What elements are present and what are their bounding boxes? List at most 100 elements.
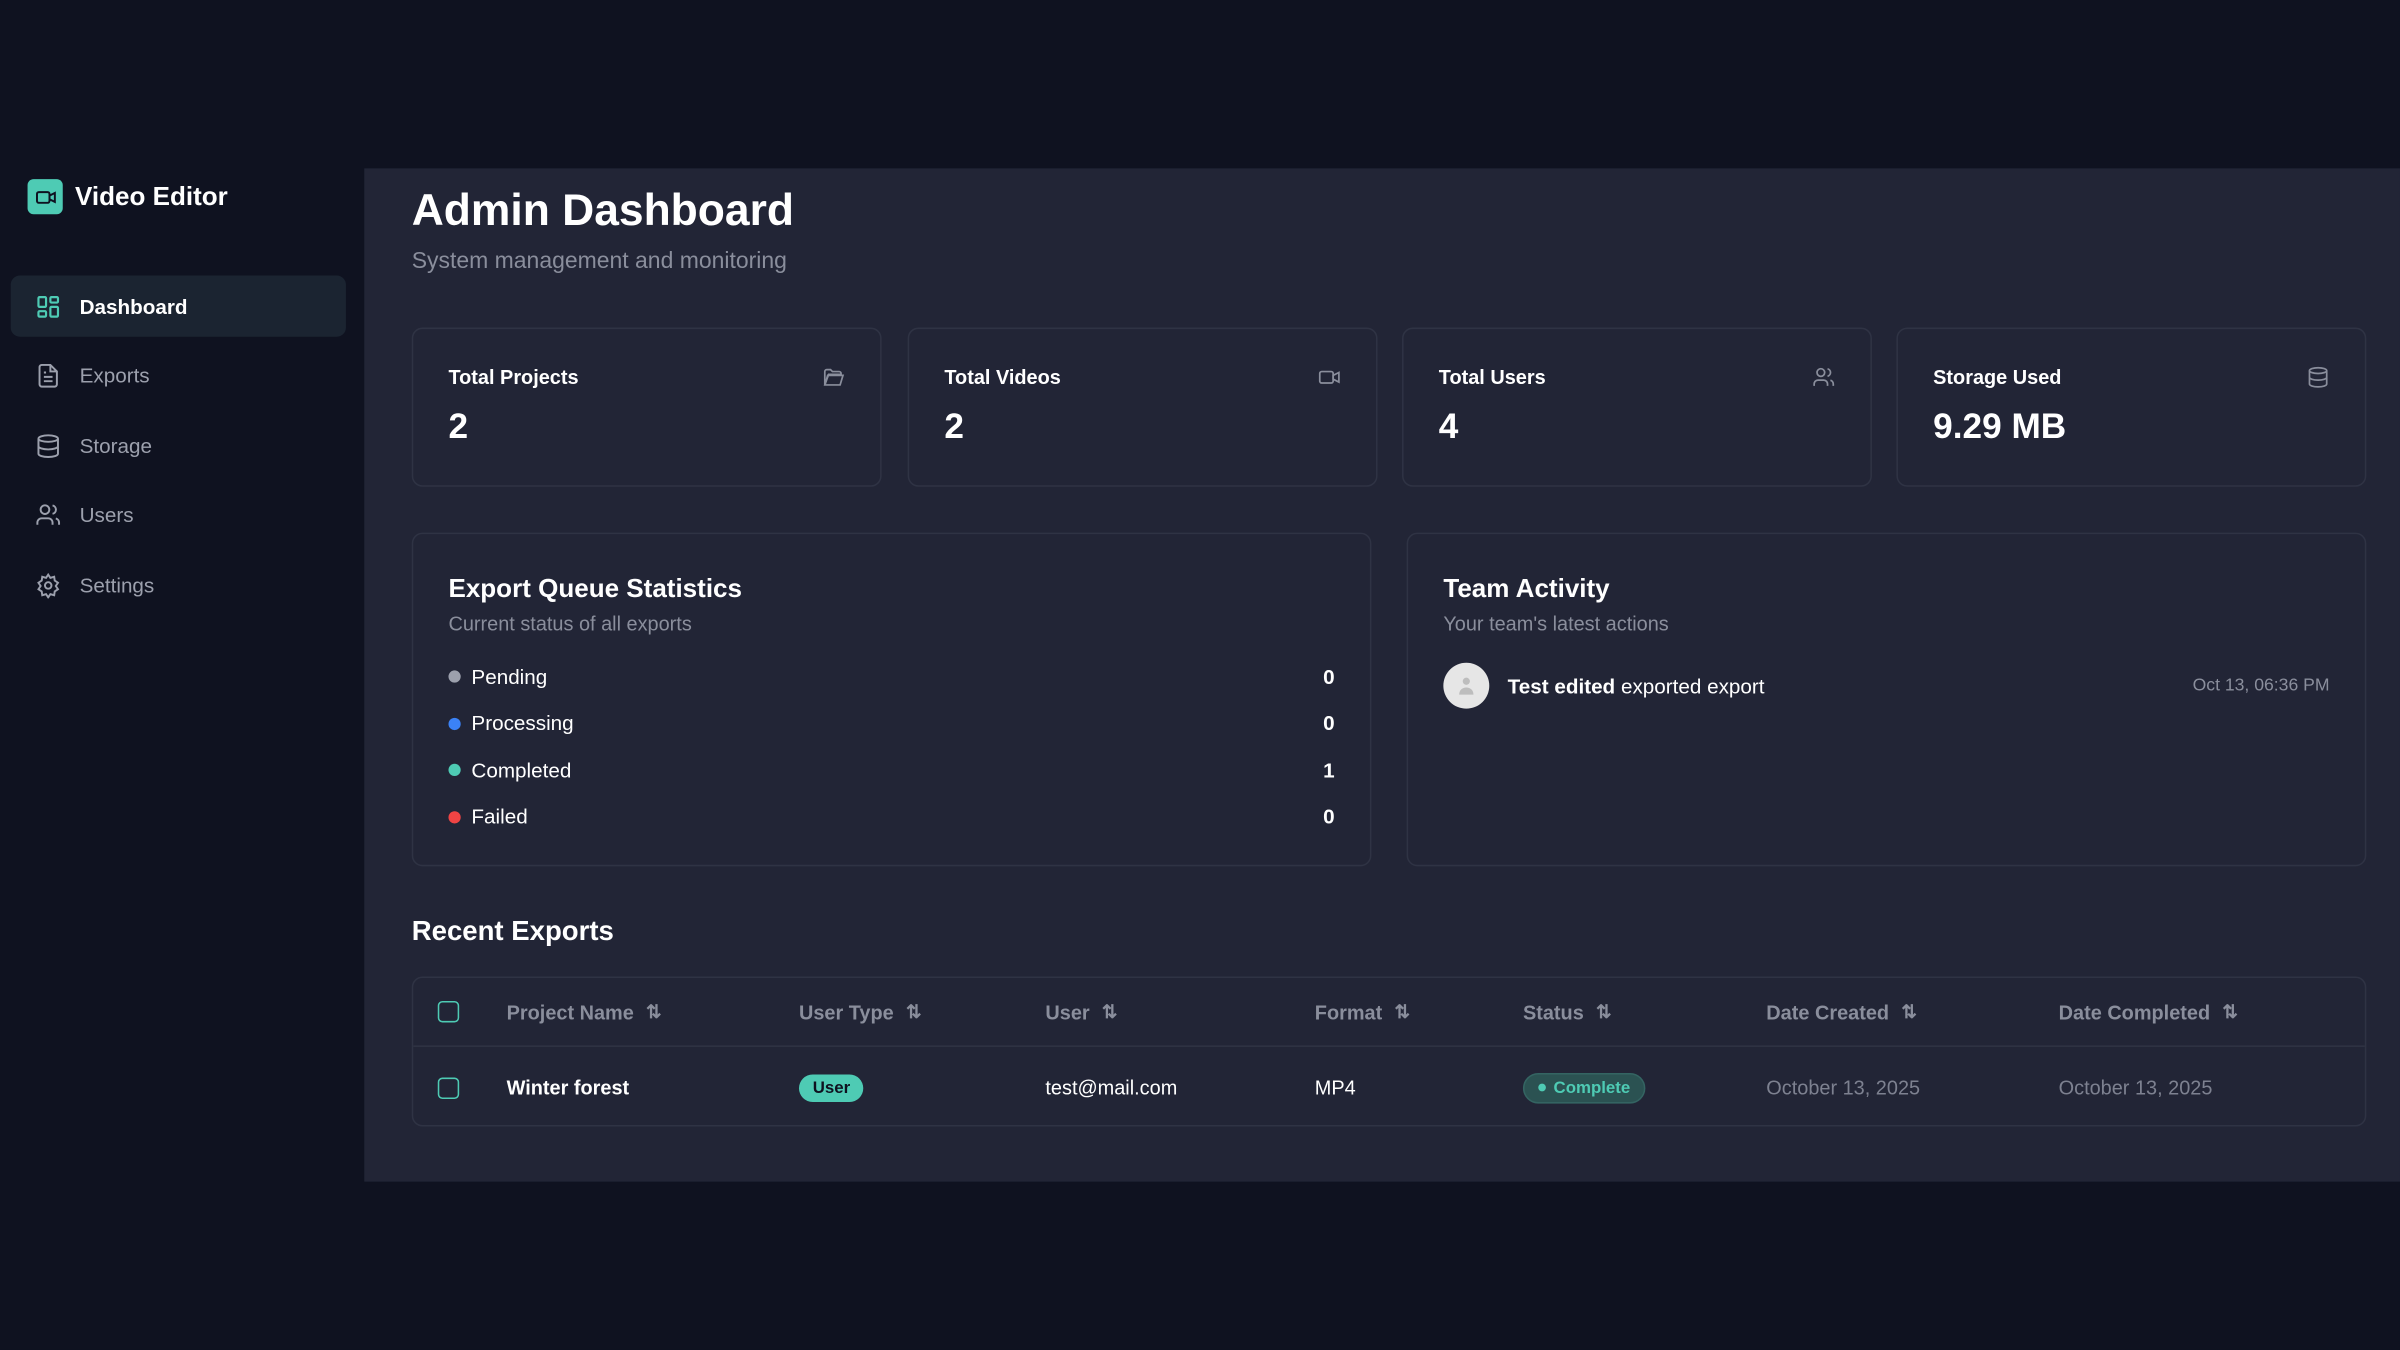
cell-format: MP4	[1314, 1076, 1356, 1099]
team-activity-panel: Team Activity Your team's latest actions…	[1406, 532, 2367, 867]
column-label: User Type	[798, 1000, 894, 1024]
sidebar: Video Editor Dashboard Exports Storage U…	[0, 168, 364, 1181]
activity-time: Oct 13, 06:36 PM	[2192, 676, 2330, 695]
column-label: Date Created	[1766, 1000, 1890, 1024]
queue-count: 0	[1323, 711, 1335, 735]
sort-icon[interactable]: ⇅	[905, 1001, 922, 1023]
sort-icon[interactable]: ⇅	[1596, 1001, 1612, 1023]
column-label: Date Completed	[2058, 1000, 2211, 1024]
sidebar-item-label: Users	[79, 503, 134, 527]
sidebar-item-dashboard[interactable]: Dashboard	[10, 275, 346, 337]
sort-icon[interactable]: ⇅	[1394, 1001, 1410, 1023]
column-header-date-created[interactable]: Date Created ⇅	[1766, 978, 1916, 1045]
file-icon	[35, 363, 61, 389]
database-icon	[35, 432, 61, 458]
activity-actor: Test edited	[1507, 674, 1616, 698]
panel-subtitle: Current status of all exports	[448, 612, 692, 636]
recent-exports-table: Project Name ⇅ User Type ⇅ User ⇅ Format ⇅ Statu…	[411, 976, 2367, 1127]
stat-card-total-videos: Total Videos 2	[907, 327, 1378, 487]
users-icon	[35, 502, 61, 528]
stat-value: 2	[448, 405, 469, 446]
stat-card-storage-used: Storage Used 9.29 MB	[1896, 327, 2367, 487]
queue-row-processing: Processing 0	[448, 708, 1335, 739]
recent-exports-title: Recent Exports	[411, 915, 614, 946]
status-dot-icon	[448, 717, 461, 730]
panel-subtitle: Your team's latest actions	[1443, 612, 1669, 636]
panel-title: Team Activity	[1443, 573, 1610, 604]
status-text: Complete	[1553, 1078, 1631, 1097]
cell-project-name: Winter forest	[506, 1076, 630, 1099]
sidebar-item-storage[interactable]: Storage	[11, 415, 346, 476]
sidebar-item-settings[interactable]: Settings	[11, 554, 346, 615]
users-icon	[1812, 366, 1836, 390]
user-type-badge: User	[798, 1073, 864, 1102]
page-subtitle: System management and monitoring	[411, 247, 787, 274]
video-icon	[1318, 366, 1342, 390]
cell-user: test@mail.com	[1045, 1076, 1178, 1099]
status-badge: Complete	[1522, 1072, 1646, 1103]
column-header-status[interactable]: Status ⇅	[1523, 978, 1611, 1045]
dashboard-grid-icon	[35, 293, 61, 319]
folder-icon	[822, 366, 846, 390]
column-label: User	[1045, 1000, 1090, 1024]
column-header-user[interactable]: User ⇅	[1045, 978, 1117, 1045]
export-queue-panel: Export Queue Statistics Current status o…	[411, 532, 1372, 867]
stat-label: Total Projects	[448, 365, 579, 389]
sidebar-item-label: Storage	[79, 433, 152, 457]
select-all-checkbox[interactable]	[437, 1001, 460, 1023]
panel-title: Export Queue Statistics	[448, 573, 743, 604]
queue-row-failed: Failed 0	[448, 801, 1335, 832]
status-dot-icon	[448, 670, 461, 683]
cell-date-created: October 13, 2025	[1766, 1076, 1921, 1099]
row-checkbox[interactable]	[437, 1076, 460, 1099]
gear-icon	[35, 572, 61, 598]
table-header-row: Project Name ⇅ User Type ⇅ User ⇅ Format ⇅ Statu…	[413, 978, 2365, 1047]
main-content: Admin Dashboard System management and mo…	[364, 168, 2400, 1182]
app-title: Video Editor	[74, 181, 228, 211]
queue-label: Failed	[471, 805, 528, 829]
queue-count: 1	[1323, 758, 1335, 782]
sort-icon[interactable]: ⇅	[1101, 1001, 1118, 1023]
column-header-date-completed[interactable]: Date Completed ⇅	[2059, 978, 2238, 1045]
column-header-format[interactable]: Format ⇅	[1315, 978, 1410, 1045]
queue-label: Completed	[471, 758, 572, 782]
stat-value: 9.29 MB	[1933, 405, 2067, 446]
column-header-user-type[interactable]: User Type ⇅	[799, 978, 921, 1045]
queue-count: 0	[1323, 665, 1335, 689]
stat-value: 2	[944, 405, 964, 446]
stat-label: Total Users	[1438, 365, 1546, 389]
queue-row-completed: Completed 1	[448, 755, 1335, 786]
activity-item: Test edited exported export Oct 13, 06:3…	[1443, 662, 2330, 709]
status-dot-icon	[448, 810, 461, 823]
queue-row-pending: Pending 0	[448, 661, 1335, 692]
cell-date-completed: October 13, 2025	[2058, 1076, 2213, 1099]
stat-label: Total Videos	[944, 365, 1061, 389]
queue-label: Pending	[471, 665, 548, 689]
video-camera-icon	[27, 179, 63, 215]
sidebar-item-label: Dashboard	[79, 294, 188, 318]
sort-icon[interactable]: ⇅	[646, 1001, 662, 1023]
column-label: Project Name	[506, 1000, 634, 1024]
status-dot-icon	[448, 763, 461, 777]
stat-value: 4	[1438, 405, 1459, 446]
table-row[interactable]: Winter forest User test@mail.com MP4 Com…	[413, 1048, 2365, 1126]
sidebar-nav: Dashboard Exports Storage Users Settings	[10, 275, 346, 624]
stat-card-total-users: Total Users 4	[1402, 327, 1872, 487]
page-title: Admin Dashboard	[411, 186, 794, 236]
activity-action: exported export	[1620, 674, 1765, 698]
avatar	[1443, 662, 1490, 709]
sidebar-item-users[interactable]: Users	[11, 484, 346, 545]
app-logo[interactable]: Video Editor	[27, 179, 228, 215]
sidebar-item-exports[interactable]: Exports	[11, 345, 346, 406]
database-icon	[2307, 366, 2331, 390]
stat-card-total-projects: Total Projects 2	[411, 327, 882, 487]
column-header-project-name[interactable]: Project Name ⇅	[507, 978, 662, 1045]
column-label: Status	[1522, 1000, 1584, 1024]
sidebar-item-label: Exports	[79, 364, 150, 388]
sort-icon[interactable]: ⇅	[2222, 1001, 2238, 1023]
activity-text: Test edited exported export	[1508, 674, 1765, 697]
queue-label: Processing	[471, 711, 574, 735]
column-label: Format	[1314, 1000, 1383, 1024]
queue-count: 0	[1323, 805, 1335, 829]
sort-icon[interactable]: ⇅	[1901, 1001, 1917, 1023]
